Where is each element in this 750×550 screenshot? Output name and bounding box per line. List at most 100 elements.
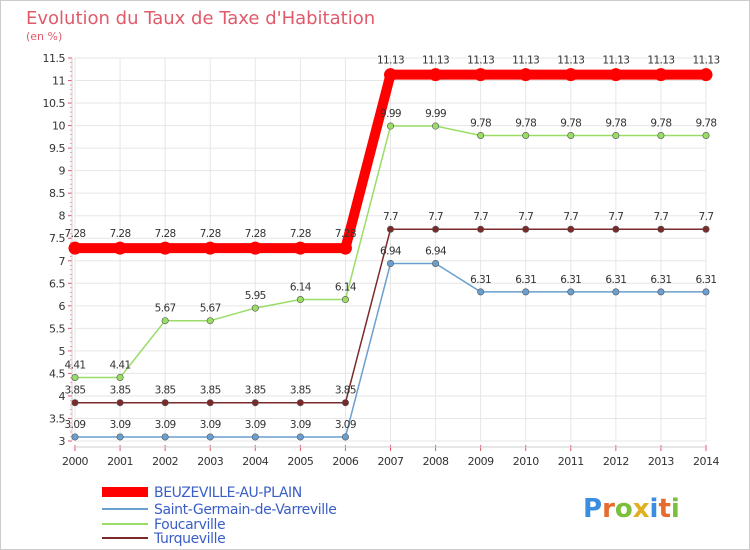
x-tick-label: 2014 <box>693 455 719 468</box>
data-label: 4.41 <box>65 359 86 371</box>
data-label: 7.7 <box>608 211 623 223</box>
data-point <box>251 399 259 407</box>
x-tick-label: 2005 <box>287 455 313 468</box>
data-label: 7.7 <box>699 211 714 223</box>
logo-letter: i <box>650 494 659 524</box>
data-label: 7.7 <box>653 211 668 223</box>
y-tick-label: 10 <box>52 120 65 133</box>
y-tick-label: 7.5 <box>49 232 65 245</box>
y-tick-label: 11 <box>52 75 65 88</box>
data-point <box>71 373 79 381</box>
legend: BEUZEVILLE-AU-PLAINSaint-Germain-de-Varr… <box>102 485 337 547</box>
data-point <box>522 288 530 296</box>
data-label: 11.13 <box>422 55 449 67</box>
data-point <box>522 132 530 140</box>
data-label: 6.31 <box>560 274 581 286</box>
legend-entry: Foucarville <box>154 517 225 533</box>
data-label: 3.09 <box>110 419 131 431</box>
series-lines <box>68 68 713 441</box>
proxiti-logo: Proxiti <box>583 494 680 524</box>
data-label: 11.13 <box>647 55 674 67</box>
data-label: 3.85 <box>245 385 266 397</box>
data-point <box>657 288 665 296</box>
data-point <box>71 399 79 407</box>
logo-letter: x <box>633 494 650 524</box>
data-label: 3.09 <box>290 419 311 431</box>
data-label: 3.85 <box>290 385 311 397</box>
data-point <box>384 68 397 82</box>
data-point <box>474 68 488 82</box>
data-point <box>519 68 533 82</box>
data-label: 11.13 <box>377 55 404 67</box>
data-point <box>567 132 575 140</box>
data-label: 9.78 <box>605 118 626 130</box>
logo-letter: o <box>615 494 633 524</box>
data-label: 6.31 <box>650 274 671 286</box>
data-point <box>206 433 214 441</box>
data-point <box>341 399 349 407</box>
data-label: 3.85 <box>155 385 176 397</box>
data-point <box>386 225 394 233</box>
x-tick-label: 2001 <box>107 455 133 468</box>
logo-letter: P <box>583 494 602 524</box>
data-point <box>203 241 217 255</box>
data-point <box>477 132 485 140</box>
data-point <box>612 288 620 296</box>
data-point <box>158 241 172 255</box>
data-label: 9.78 <box>650 118 671 130</box>
axes: 3 3.5 4 4.5 5 5.5 6 6.5 7 7.5 8 8.5 9 9.5 10 10.5 11 11.5… <box>43 52 720 468</box>
data-label: 11.13 <box>467 55 494 67</box>
data-point <box>293 241 307 255</box>
data-label: 5.67 <box>200 303 221 315</box>
data-label: 7.7 <box>428 211 443 223</box>
data-point <box>161 433 169 441</box>
data-point <box>702 132 710 140</box>
x-tick-label: 2003 <box>197 455 223 468</box>
data-point <box>296 399 304 407</box>
x-tick-label: 2013 <box>648 455 674 468</box>
y-tick-label: 6.5 <box>49 277 65 290</box>
y-tick-label: 4 <box>59 390 66 403</box>
y-tick-label: 9 <box>59 165 66 178</box>
data-label: 6.94 <box>425 245 447 257</box>
y-tick-label: 4.5 <box>49 367 65 380</box>
data-label: 5.95 <box>245 290 266 302</box>
data-point <box>341 296 349 304</box>
data-point <box>161 317 169 325</box>
data-label: 3.85 <box>110 385 131 397</box>
data-label: 11.13 <box>512 55 539 67</box>
legend-entry: BEUZEVILLE-AU-PLAIN <box>154 485 302 501</box>
data-point <box>567 288 575 296</box>
data-label: 7.28 <box>335 228 356 240</box>
data-point <box>386 259 394 267</box>
data-point <box>522 225 530 233</box>
data-point <box>702 288 710 296</box>
data-point <box>564 68 578 82</box>
data-point <box>206 317 214 325</box>
data-point <box>116 373 124 381</box>
data-point <box>113 241 127 255</box>
data-label: 7.7 <box>473 211 488 223</box>
x-tick-label: 2012 <box>603 455 629 468</box>
data-label: 3.09 <box>65 419 86 431</box>
data-point <box>296 433 304 441</box>
data-label: 9.78 <box>560 118 581 130</box>
data-label: 3.09 <box>335 419 356 431</box>
data-point <box>206 399 214 407</box>
data-point <box>251 433 259 441</box>
chart-title: Evolution du Taux de Taxe d'Habitation <box>26 8 375 29</box>
x-tick-label: 2010 <box>513 455 539 468</box>
y-tick-label: 8.5 <box>49 187 65 200</box>
data-point <box>386 122 394 130</box>
data-label: 9.78 <box>470 118 491 130</box>
data-labels: 3.09 3.09 3.09 3.09 3.09 3.09 3.09 6.94 6.94 6.31… <box>65 55 721 431</box>
data-label: 6.14 <box>290 282 312 294</box>
data-label: 5.67 <box>155 303 176 315</box>
data-label: 7.28 <box>155 228 176 240</box>
data-point <box>612 132 620 140</box>
data-label: 3.85 <box>200 385 221 397</box>
data-point <box>116 399 124 407</box>
data-label: 6.31 <box>605 274 626 286</box>
